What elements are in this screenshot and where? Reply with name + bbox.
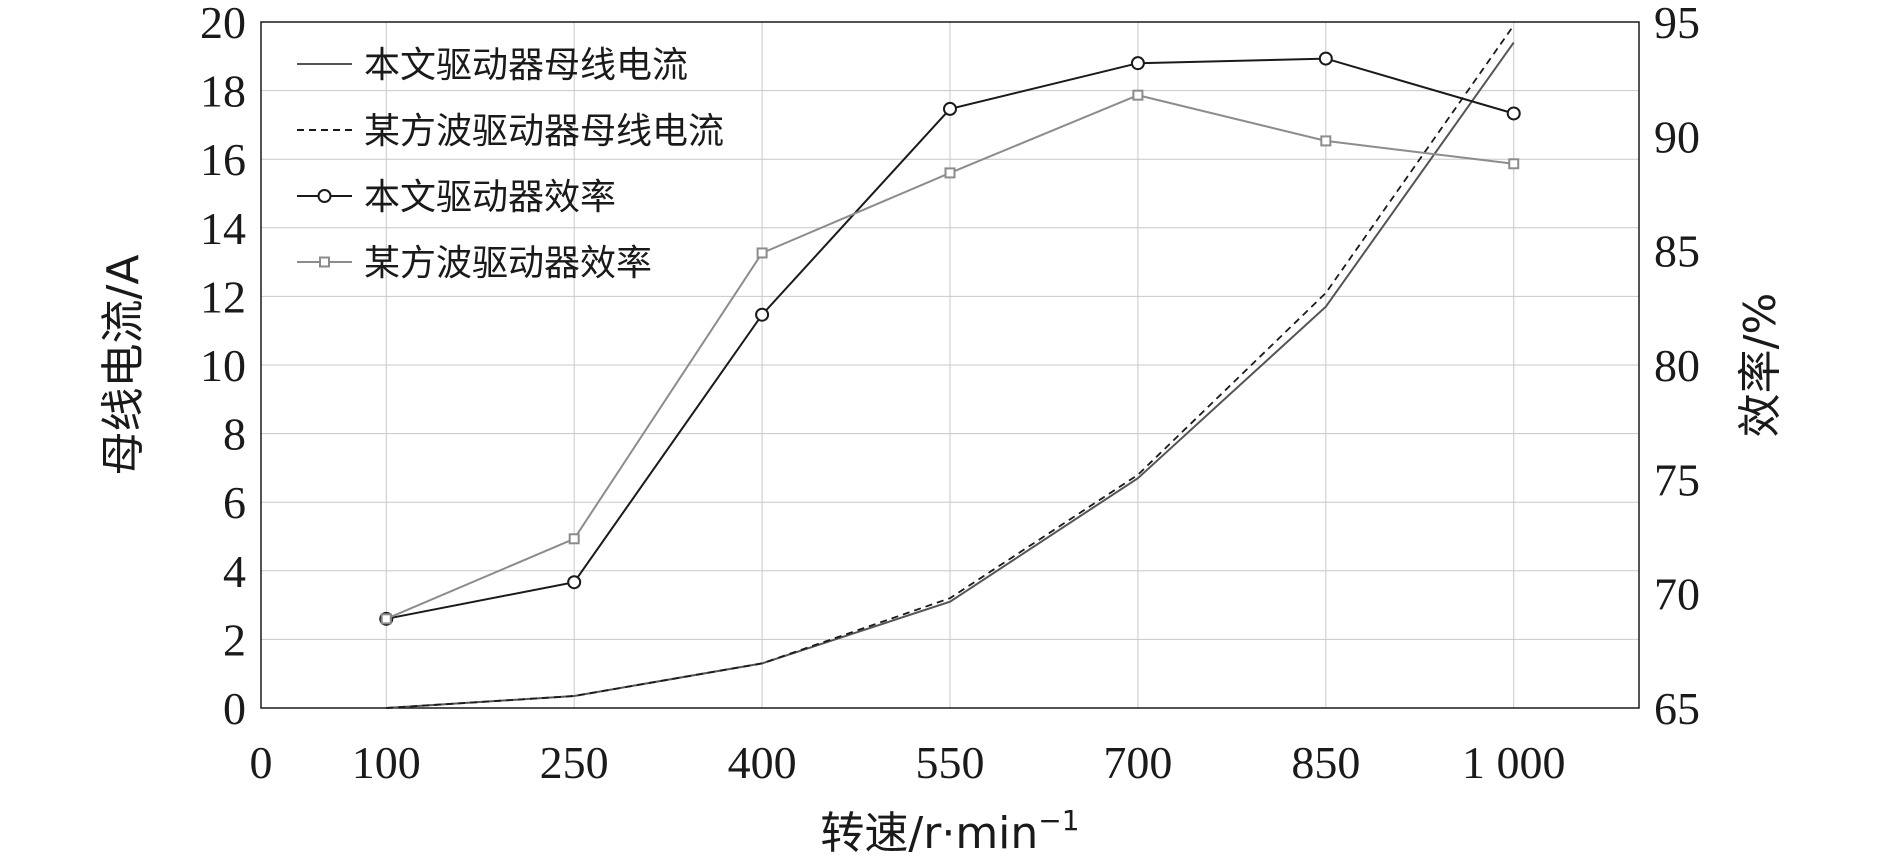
circle-marker	[567, 575, 582, 590]
y-left-tick-label: 16	[200, 134, 246, 185]
legend-label: 某方波驱动器效率	[364, 243, 652, 284]
y-left-tick-label: 18	[200, 66, 246, 117]
x-tick-label: 250	[540, 737, 609, 788]
x-axis: 0 100 250 400 550 700 850 1 000	[250, 737, 1566, 788]
series-4	[380, 89, 1520, 625]
x-tick-label: 550	[916, 737, 985, 788]
legend-item: 本文驱动器效率	[297, 177, 616, 218]
x-tick-label: 850	[1291, 737, 1360, 788]
series-line	[386, 42, 1515, 709]
x-tick-label: 400	[728, 737, 797, 788]
y-left-tick-label: 10	[200, 340, 246, 391]
legend-label: 某方波驱动器母线电流	[364, 111, 724, 152]
circle-marker	[1318, 51, 1333, 66]
circle-marker	[1506, 106, 1521, 121]
legend-label: 本文驱动器效率	[364, 177, 616, 218]
square-marker	[1508, 158, 1520, 170]
square-marker	[756, 247, 768, 259]
y-right-tick-label: 90	[1654, 111, 1700, 162]
circle-marker	[943, 101, 957, 116]
y-right-tick-label: 80	[1654, 340, 1700, 391]
series-line	[386, 24, 1515, 709]
square-marker	[319, 256, 330, 268]
plot-frame	[260, 21, 1640, 709]
x-tick-label: 100	[352, 737, 421, 788]
circle-marker	[755, 307, 770, 322]
y-left-tick-label: 8	[223, 409, 246, 460]
y-left-tick-label: 12	[200, 271, 246, 322]
x-tick-label: 1 000	[1462, 737, 1566, 788]
square-marker	[380, 613, 392, 625]
y-right-tick-label: 75	[1654, 454, 1700, 505]
x-tick-label: 700	[1103, 737, 1172, 788]
legend-item: 某方波驱动器母线电流	[297, 111, 724, 152]
circle-marker	[317, 189, 332, 203]
legend-item: 本文驱动器母线电流	[297, 45, 688, 86]
series-layer	[379, 24, 1521, 709]
series-1	[386, 42, 1515, 709]
square-marker	[568, 533, 580, 545]
x-tick-label: 0	[250, 737, 273, 788]
x-axis-title: 转速/r·min−1	[820, 804, 1079, 857]
y-right-tick-label: 95	[1654, 0, 1700, 48]
y-axis-right-title: 效率/%	[1735, 293, 1786, 438]
legend-label: 本文驱动器母线电流	[364, 45, 688, 86]
y-axis-left: 0 2 4 6 8 10 12 14 16 18 20	[200, 0, 246, 734]
y-axis-right: 65 70 75 80 85 90 95	[1654, 0, 1700, 734]
legend-item: 某方波驱动器效率	[297, 243, 652, 284]
y-left-tick-label: 14	[200, 203, 246, 254]
y-right-tick-label: 85	[1654, 226, 1700, 277]
y-right-tick-label: 70	[1654, 569, 1700, 620]
y-axis-left-title: 母线电流/A	[98, 255, 149, 476]
y-left-tick-label: 20	[200, 0, 246, 48]
y-left-tick-label: 0	[223, 683, 246, 734]
y-left-tick-label: 4	[223, 546, 246, 597]
circle-marker	[1130, 56, 1145, 71]
series-2	[386, 24, 1515, 709]
y-left-tick-label: 2	[223, 614, 246, 665]
y-left-tick-label: 6	[223, 477, 246, 528]
square-marker	[1320, 135, 1332, 147]
series-3	[379, 51, 1521, 626]
square-marker	[1132, 89, 1144, 101]
y-right-tick-label: 65	[1654, 683, 1700, 734]
square-marker	[944, 167, 956, 179]
